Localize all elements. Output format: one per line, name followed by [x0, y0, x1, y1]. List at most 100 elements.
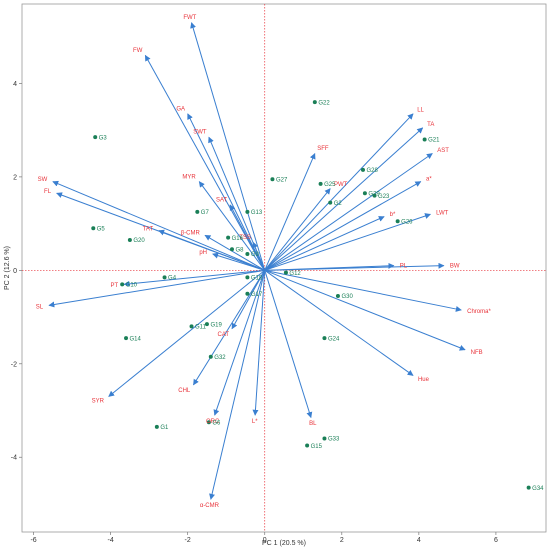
loading-label-nfb: NFB — [471, 350, 483, 356]
loading-arrow-pl — [264, 262, 395, 271]
loading-arrow-sw — [52, 180, 265, 271]
loading-arrow-sl — [48, 269, 265, 308]
x-axis-title: PC 1 (20.5 %) — [262, 540, 306, 547]
y-tick-label: 2 — [13, 174, 17, 181]
loading-label-pwt: PWT — [334, 182, 348, 188]
loading-label-alpha-cmr: α-CMR — [200, 503, 220, 509]
loading-arrow-chroma-star — [264, 269, 462, 312]
genotype-point-g11 — [189, 324, 194, 329]
loading-label-sl: SL — [36, 304, 44, 310]
loading-label-chroma-star: Chroma* — [467, 309, 491, 315]
genotype-point-g17 — [245, 291, 250, 296]
loading-label-ll: LL — [417, 107, 424, 113]
genotype-label-g17: G17 — [251, 292, 263, 298]
genotype-point-g22 — [312, 100, 317, 105]
genotype-point-g33 — [322, 436, 327, 441]
x-tick-label: 0 — [263, 537, 267, 544]
genotype-label-g6: G6 — [212, 420, 221, 426]
loading-label-pl: PL — [400, 263, 408, 269]
y-axis-title: PC 2 (12.6 %) — [4, 246, 11, 290]
loading-arrow-chl — [193, 270, 266, 386]
x-tick-label: 6 — [494, 537, 498, 544]
loading-label-syr: SYR — [92, 398, 105, 404]
loading-label-tat: TAT — [143, 227, 154, 233]
genotype-point-g15 — [305, 443, 310, 448]
genotype-label-g8: G8 — [235, 248, 244, 254]
genotype-point-g14 — [124, 336, 129, 341]
genotype-label-g12: G12 — [289, 271, 301, 277]
genotype-point-g2 — [328, 200, 333, 205]
genotype-label-g5: G5 — [97, 226, 106, 232]
genotype-label-g1: G1 — [160, 425, 169, 431]
genotype-label-g4: G4 — [168, 276, 177, 282]
genotype-label-g20: G20 — [133, 238, 145, 244]
genotype-point-g26 — [395, 219, 400, 224]
genotype-label-g32: G32 — [214, 355, 226, 361]
y-tick-label: -4 — [11, 455, 17, 462]
genotype-label-g16: G16 — [232, 236, 244, 242]
genotype-point-g12 — [283, 270, 288, 275]
genotype-label-g13: G13 — [251, 210, 263, 216]
genotype-label-g25: G25 — [324, 182, 336, 188]
genotype-label-g22: G22 — [318, 100, 330, 106]
loading-arrow-nfb — [264, 269, 466, 351]
loading-arrow-orc — [213, 270, 266, 416]
loading-label-pt: PT — [110, 283, 118, 289]
genotype-point-g32 — [208, 354, 213, 359]
loading-arrow-fwt — [190, 22, 266, 271]
loading-label-cat: CAT — [217, 332, 229, 338]
y-tick-label: -2 — [11, 361, 17, 368]
loading-label-ga: GA — [176, 106, 185, 112]
genotype-point-g23 — [372, 193, 377, 198]
loading-label-bw: BW — [450, 264, 460, 270]
loading-arrow-cat — [231, 270, 266, 330]
loading-arrow-ll — [264, 113, 414, 271]
loading-label-lwt: LWT — [436, 210, 449, 216]
x-tick-label: -4 — [108, 537, 114, 544]
loading-label-sff: SFF — [317, 146, 329, 152]
genotype-point-g4 — [162, 275, 167, 280]
genotype-point-g3 — [93, 135, 98, 140]
loading-label-myr: MYR — [182, 175, 196, 181]
loading-arrow-beta-cmr — [204, 234, 265, 271]
loading-arrow-lwt — [264, 213, 431, 271]
loading-arrow-ta — [264, 127, 424, 271]
loading-label-bl: BL — [309, 421, 317, 427]
loading-label-tss: TSS — [239, 235, 251, 241]
loading-label-a-star: a* — [426, 177, 432, 183]
loading-label-sw: SW — [38, 177, 48, 183]
loading-arrow-tss — [252, 241, 266, 271]
loading-label-ph: pH — [199, 250, 207, 256]
genotype-label-g27: G27 — [276, 177, 288, 183]
loading-arrow-tat — [158, 229, 265, 271]
genotype-label-g30: G30 — [341, 294, 353, 300]
loading-label-orc: ORC — [206, 419, 220, 425]
loading-arrow-syr — [108, 269, 266, 397]
loading-arrow-sat — [229, 204, 266, 271]
genotype-point-g8 — [229, 247, 234, 252]
genotype-label-g11: G11 — [195, 325, 207, 331]
loading-label-sat: SAT — [216, 198, 228, 204]
loading-arrow-bl — [264, 270, 313, 419]
loading-label-swt: SWT — [193, 130, 207, 136]
loading-arrow-ph — [212, 252, 265, 271]
loading-arrow-b-star — [264, 216, 385, 271]
x-tick-label: 2 — [340, 537, 344, 544]
genotype-label-g28: G28 — [366, 168, 378, 174]
genotype-point-g25 — [318, 181, 323, 186]
loading-label-fwt: FWT — [183, 15, 196, 21]
genotype-point-g24 — [322, 336, 327, 341]
genotype-label-g21: G21 — [428, 138, 440, 144]
genotype-point-g27 — [270, 177, 275, 182]
genotype-point-g21 — [422, 137, 427, 142]
y-tick-label: 4 — [13, 81, 17, 88]
x-tick-label: -2 — [185, 537, 191, 544]
loading-arrow-pwt — [264, 188, 331, 271]
genotype-label-g14: G14 — [130, 336, 142, 342]
genotype-label-g34: G34 — [532, 486, 544, 492]
plot-frame — [21, 3, 547, 533]
genotype-label-g24: G24 — [328, 336, 340, 342]
loading-label-hue: Hue — [418, 377, 430, 383]
loading-arrow-hue — [264, 269, 414, 376]
